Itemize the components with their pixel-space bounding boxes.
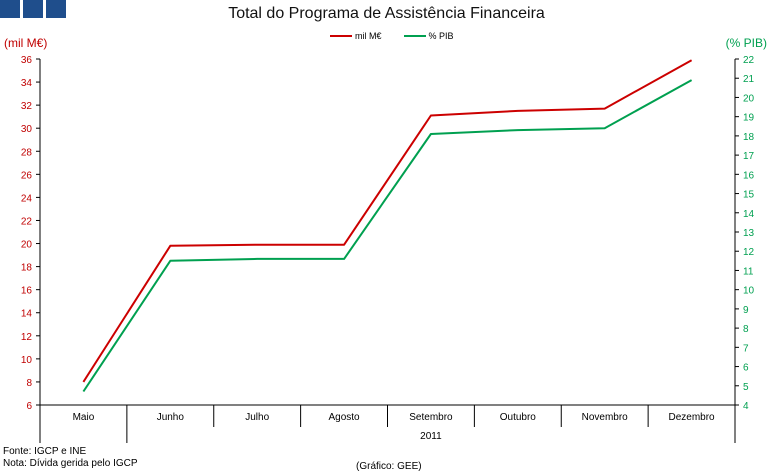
right-tick-label: 8 bbox=[743, 324, 749, 335]
year-label: 2011 bbox=[420, 431, 442, 442]
right-tick-label: 13 bbox=[743, 228, 755, 239]
logo-block-1 bbox=[0, 0, 20, 18]
series-line-2 bbox=[82, 79, 693, 393]
left-tick-label: 16 bbox=[21, 286, 33, 297]
right-tick-label: 9 bbox=[743, 305, 749, 316]
logo-block-3 bbox=[46, 0, 66, 18]
legend-swatch-series1 bbox=[330, 35, 352, 37]
left-tick-label: 36 bbox=[21, 55, 33, 66]
left-tick-label: 22 bbox=[21, 216, 33, 227]
category-label: Junho bbox=[157, 412, 185, 423]
right-axis-unit: (% PIB) bbox=[725, 36, 767, 50]
left-tick-label: 28 bbox=[21, 147, 33, 158]
left-axis-unit: (mil M€) bbox=[4, 36, 48, 50]
left-tick-label: 30 bbox=[21, 124, 33, 135]
right-tick-label: 22 bbox=[743, 55, 755, 66]
right-tick-label: 20 bbox=[743, 93, 755, 104]
debt-note: Nota: Dívida gerida pelo IGCP bbox=[3, 458, 138, 469]
right-tick-label: 18 bbox=[743, 132, 755, 143]
category-label: Dezembro bbox=[668, 412, 715, 423]
right-tick-label: 4 bbox=[743, 401, 749, 412]
left-tick-label: 24 bbox=[21, 193, 33, 204]
category-label: Agosto bbox=[328, 412, 360, 423]
legend-item-series2: % PIB bbox=[403, 31, 454, 41]
right-tick-label: 10 bbox=[743, 286, 755, 297]
left-tick-label: 6 bbox=[26, 401, 32, 412]
right-tick-label: 16 bbox=[743, 170, 755, 181]
left-tick-label: 26 bbox=[21, 170, 33, 181]
right-tick-label: 5 bbox=[743, 382, 749, 393]
right-tick-label: 7 bbox=[743, 343, 749, 354]
category-label: Outubro bbox=[500, 412, 537, 423]
category-label: Novembro bbox=[582, 412, 629, 423]
right-tick-label: 15 bbox=[743, 190, 755, 201]
right-tick-label: 17 bbox=[743, 151, 755, 162]
legend-item-series1: mil M€ bbox=[330, 31, 382, 41]
left-tick-label: 18 bbox=[21, 263, 33, 274]
left-tick-label: 34 bbox=[21, 78, 33, 89]
source-note: Fonte: IGCP e INE bbox=[3, 446, 87, 457]
left-tick-label: 10 bbox=[21, 355, 33, 366]
legend-label-series1: mil M€ bbox=[355, 31, 382, 41]
right-tick-label: 6 bbox=[743, 363, 749, 374]
legend-label-series2: % PIB bbox=[428, 31, 454, 41]
series-line-1 bbox=[82, 59, 693, 383]
logo-block-2 bbox=[23, 0, 43, 18]
category-label: Julho bbox=[245, 412, 269, 423]
category-label: Maio bbox=[73, 412, 95, 423]
left-tick-label: 8 bbox=[26, 378, 32, 389]
right-tick-label: 14 bbox=[743, 209, 755, 220]
left-tick-label: 14 bbox=[21, 309, 33, 320]
right-tick-label: 19 bbox=[743, 113, 755, 124]
left-tick-label: 32 bbox=[21, 101, 33, 112]
legend: mil M€ % PIB bbox=[330, 31, 454, 41]
category-label: Setembro bbox=[409, 412, 453, 423]
chart-title: Total do Programa de Assistência Finance… bbox=[228, 5, 545, 22]
right-tick-label: 11 bbox=[743, 266, 754, 277]
right-tick-label: 12 bbox=[743, 247, 755, 258]
right-tick-label: 21 bbox=[743, 74, 755, 85]
legend-swatch-series2 bbox=[403, 35, 426, 37]
left-tick-label: 20 bbox=[21, 240, 33, 251]
left-tick-label: 12 bbox=[21, 332, 33, 343]
logo bbox=[0, 0, 66, 18]
chart-credit: (Gráfico: GEE) bbox=[356, 461, 422, 472]
